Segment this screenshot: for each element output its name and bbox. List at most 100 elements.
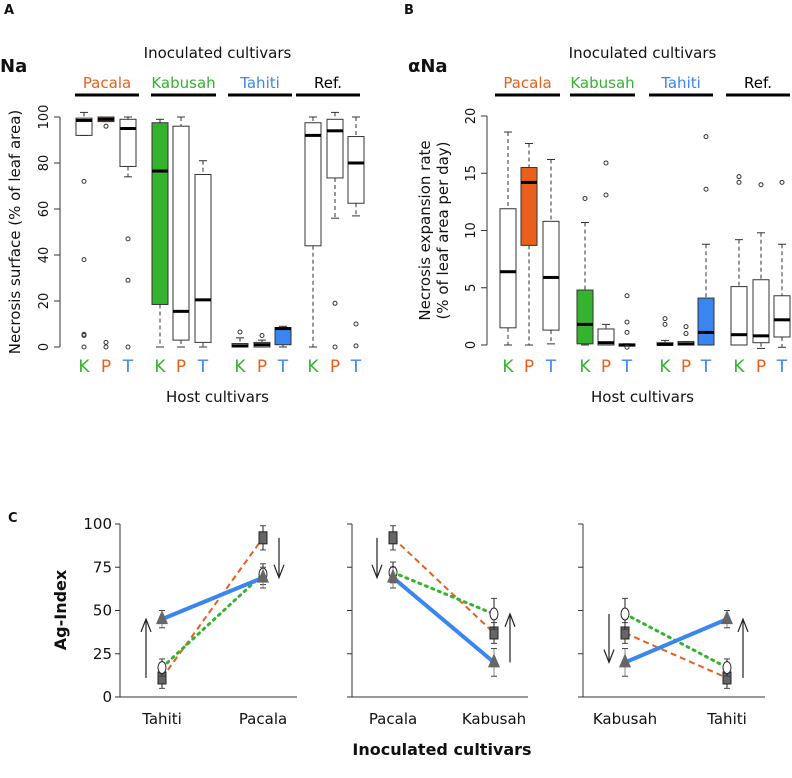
group-label-kabusah: Kabusah (570, 74, 634, 92)
y-tick-label: 40 (37, 247, 52, 264)
arrowhead-down-icon (603, 649, 615, 665)
outlier (662, 321, 668, 327)
outlier (332, 344, 338, 350)
arrowhead-up-icon (140, 617, 152, 633)
host-label-K: K (579, 357, 591, 377)
marker-square (258, 531, 268, 545)
host-label-P: P (756, 357, 766, 377)
x-tick-label: Tahiti (141, 710, 182, 728)
y-tick-label: 100 (37, 105, 52, 130)
box (151, 122, 169, 305)
box (194, 174, 212, 343)
outlier (81, 331, 87, 337)
marker-circle (620, 607, 630, 621)
arrowhead-up-icon (504, 612, 516, 627)
outlier (81, 257, 87, 263)
host-label-P: P (257, 357, 267, 377)
outlier (353, 321, 359, 327)
host-label-P: P (176, 357, 186, 377)
arrowhead-up-icon (737, 617, 749, 633)
y-tick-label: 60 (37, 201, 52, 218)
host-label-K: K (307, 357, 319, 377)
host-label-K: K (733, 357, 745, 377)
group-label-ref: Ref. (744, 74, 772, 92)
y-tick-label: 75 (93, 558, 112, 576)
marker-triangle (488, 653, 500, 668)
x-tick-label: Pacala (369, 710, 417, 728)
host-label-K: K (234, 357, 246, 377)
marker-circle (157, 661, 167, 675)
outlier (703, 134, 709, 140)
top-axis-title: Inoculated cultivars (144, 44, 292, 62)
outlier (703, 186, 709, 192)
panel-label: B (404, 3, 414, 18)
outlier (103, 339, 109, 345)
outlier (125, 236, 131, 242)
host-label-T: T (197, 357, 209, 377)
box (697, 297, 715, 346)
y-tick-label: 20 (37, 293, 52, 310)
y-tick-label: 100 (83, 515, 112, 533)
arrowhead-down-icon (273, 564, 285, 580)
marker-triangle (721, 610, 733, 625)
x-tick-label: Kabusah (593, 710, 657, 728)
y-tick-label: 50 (93, 602, 112, 620)
box (347, 136, 365, 204)
outlier (332, 300, 338, 306)
y-tick-label: 15 (464, 165, 479, 182)
panel-title: Na (0, 56, 27, 77)
top-axis-title: Inoculated cultivars (569, 44, 717, 62)
group-label-kabusah: Kabusah (151, 74, 215, 92)
outlier (81, 178, 87, 184)
host-label-P: P (601, 357, 611, 377)
host-label-P: P (330, 357, 340, 377)
outlier (624, 344, 630, 350)
group-label-ref: Ref. (314, 74, 342, 92)
arrowhead-down-icon (371, 564, 383, 580)
x-tick-label: Pacala (239, 710, 287, 728)
outlier (237, 329, 243, 335)
box (730, 286, 748, 346)
group-label-tahiti: Tahiti (660, 74, 701, 92)
box (773, 295, 791, 338)
group-label-tahiti: Tahiti (239, 74, 280, 92)
y-axis-title: Necrosis surface (% of leaf area) (6, 110, 24, 355)
box (576, 289, 594, 345)
panel-label: C (8, 511, 18, 526)
outlier (259, 333, 265, 338)
outlier (779, 179, 785, 185)
outlier (624, 319, 630, 325)
x-tick-label: Tahiti (706, 710, 747, 728)
x-axis-title: Host cultivars (591, 388, 694, 406)
outlier (683, 331, 689, 337)
host-label-P: P (101, 357, 111, 377)
outlier (736, 179, 742, 185)
marker-circle (722, 661, 732, 675)
series-line-kabusah (391, 570, 496, 616)
outlier (736, 174, 742, 180)
box (172, 125, 190, 341)
series-line-kabusah (160, 572, 265, 670)
series-line-pacala (624, 632, 728, 679)
box (326, 118, 344, 179)
box (597, 328, 615, 346)
x-tick-label: Kabusah (462, 710, 526, 728)
host-label-T: T (700, 357, 712, 377)
outlier (624, 293, 630, 299)
outlier (758, 182, 764, 188)
outlier (683, 324, 689, 330)
y-tick-label: 80 (37, 155, 52, 172)
series-line-pacala (161, 537, 264, 679)
series-line-tahiti (624, 617, 728, 665)
box (75, 117, 93, 136)
outlier (662, 316, 668, 322)
y-tick-label: 5 (464, 284, 479, 292)
x-axis-title: Inoculated cultivars (352, 740, 531, 759)
outlier (624, 329, 630, 335)
x-axis-title: Host cultivars (166, 388, 269, 406)
marker-triangle (387, 568, 399, 583)
host-label-T: T (776, 357, 788, 377)
host-label-T: T (621, 357, 633, 377)
